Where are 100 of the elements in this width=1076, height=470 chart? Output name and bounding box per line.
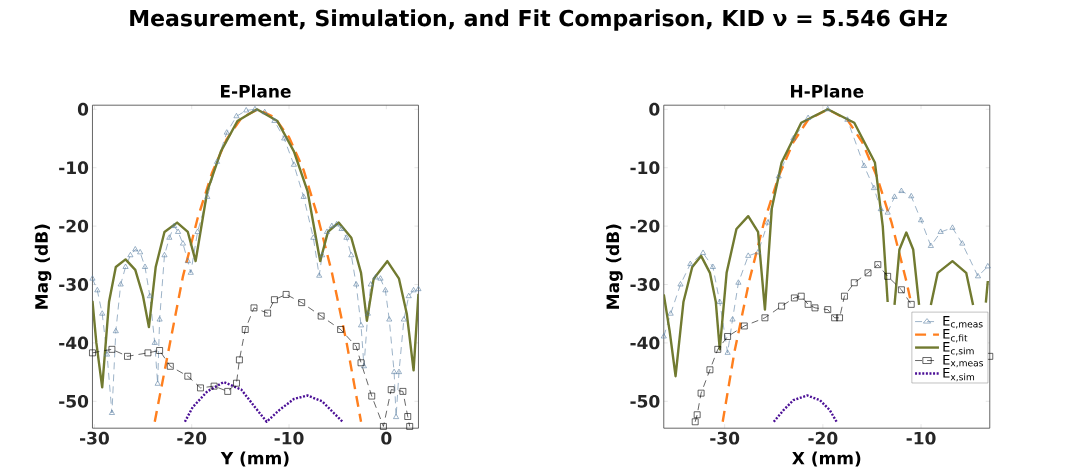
point [89, 275, 96, 281]
point [282, 291, 290, 298]
point [333, 221, 340, 227]
point [233, 113, 240, 119]
point [271, 296, 278, 304]
point [361, 363, 367, 369]
chart-title: E-Plane [221, 84, 291, 98]
y-tick-label: -20 [630, 219, 660, 233]
point [89, 349, 96, 357]
point [677, 281, 684, 287]
point [687, 260, 694, 266]
point [338, 225, 345, 231]
point [117, 281, 124, 287]
legend-label: E$_{x,sim}$ [943, 368, 975, 382]
point [328, 222, 335, 228]
point [352, 343, 360, 350]
point [391, 368, 398, 374]
point [112, 327, 119, 334]
point [109, 409, 115, 415]
point [891, 193, 898, 199]
point [317, 312, 325, 320]
point [104, 351, 110, 357]
point [709, 263, 716, 269]
point [250, 304, 258, 312]
legend-label: E$_{c,sim}$ [943, 342, 974, 356]
point [108, 346, 116, 353]
point [316, 272, 323, 278]
point [310, 234, 317, 240]
point [184, 372, 192, 380]
point [724, 333, 731, 340]
x-tick-label: -30 [710, 431, 740, 445]
point [393, 413, 399, 419]
line-series [153, 108, 363, 423]
point [871, 184, 877, 190]
point [745, 252, 752, 258]
point [368, 392, 376, 400]
x-tick-label: -20 [177, 431, 207, 445]
y-tick-label: -10 [630, 161, 660, 175]
point [861, 162, 867, 168]
point [236, 356, 243, 364]
point [791, 294, 798, 302]
point [406, 423, 413, 430]
point [775, 173, 782, 179]
point [898, 286, 905, 294]
point [404, 413, 412, 420]
point [367, 281, 374, 287]
point [884, 209, 891, 215]
point [949, 224, 956, 230]
x-tick-label: 0 [381, 431, 392, 445]
point [918, 216, 924, 223]
y-tick-label: -40 [59, 336, 89, 350]
point [691, 418, 699, 426]
point [357, 359, 365, 367]
x-tick-label: -30 [79, 431, 109, 445]
point [804, 301, 812, 308]
point [415, 285, 422, 292]
point [975, 273, 981, 279]
point [836, 314, 843, 322]
point [927, 242, 934, 248]
point [797, 292, 805, 300]
point [184, 257, 191, 263]
point [841, 292, 848, 300]
point [127, 252, 134, 258]
point [660, 333, 667, 339]
y-tick-label: -50 [59, 394, 89, 408]
point [224, 388, 232, 395]
point [864, 269, 872, 277]
point [399, 388, 407, 395]
point [741, 322, 748, 330]
point [353, 281, 360, 287]
point [180, 240, 186, 246]
text: Measurement, Simulation, and Fit Comparison, KID ν = 5.546 GHz [130, 9, 947, 31]
point [372, 274, 379, 280]
point [358, 322, 364, 328]
point [831, 314, 838, 322]
point [175, 228, 181, 234]
point [137, 249, 144, 255]
point [907, 301, 915, 308]
point [364, 310, 371, 316]
point [156, 316, 163, 322]
y-tick-label: -30 [630, 278, 660, 291]
point [146, 292, 153, 299]
point [319, 252, 326, 258]
legend-label: E$_{x,meas}$ [943, 355, 983, 368]
point [386, 316, 393, 322]
chart-title: H-Plane [791, 84, 864, 98]
point [693, 411, 701, 419]
point [194, 228, 201, 234]
point [884, 273, 891, 280]
point [291, 161, 297, 167]
x-axis-title: Y (mm) [220, 451, 289, 467]
point [824, 106, 831, 112]
point [124, 353, 131, 360]
point [714, 346, 722, 353]
x-tick-label: -10 [906, 431, 936, 445]
point [387, 386, 395, 393]
y-tick-label: -30 [59, 278, 89, 291]
y-tick-label: -10 [59, 161, 89, 175]
y-tick-label: 0 [77, 102, 89, 116]
point [850, 279, 858, 287]
